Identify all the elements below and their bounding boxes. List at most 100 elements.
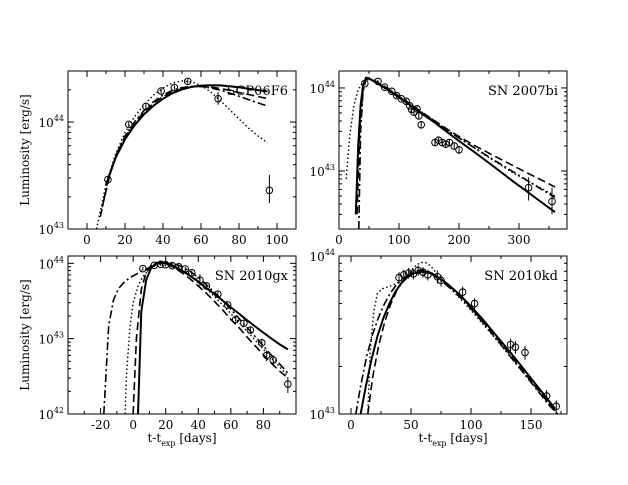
data-point — [413, 105, 421, 113]
y-tick-exponent: 44 — [54, 114, 64, 123]
x-tick-label: 60 — [193, 233, 208, 247]
x-tick-label: 20 — [158, 418, 173, 432]
plot-frame — [338, 255, 568, 415]
x-tick-label: 200 — [448, 233, 471, 247]
y-tick-label: 1042 — [39, 406, 64, 422]
data-point — [458, 288, 467, 297]
data-point — [548, 197, 556, 206]
data-point — [450, 142, 459, 150]
y-tick-label: 1043 — [39, 331, 64, 347]
series-line-dash-dot — [358, 77, 556, 229]
x-axis-label-main: t-t — [418, 431, 432, 445]
y-tick-exponent: 43 — [325, 406, 335, 415]
data-point — [214, 290, 222, 298]
data-point — [374, 77, 382, 86]
series-line-dash — [132, 261, 289, 414]
x-axis-label-unit: [days] — [176, 431, 217, 445]
data-point — [258, 339, 266, 347]
data-point — [157, 87, 165, 95]
data-point — [437, 276, 445, 285]
data-point — [284, 380, 292, 388]
data-point — [157, 260, 165, 269]
y-tick-label: 1044 — [39, 114, 64, 130]
y-tick-base: 10 — [310, 82, 325, 96]
data-point — [406, 101, 414, 110]
x-tick-label: 100 — [388, 233, 411, 247]
panel-title: SN 2010kd — [484, 269, 558, 284]
data-point — [183, 77, 192, 86]
data-point — [511, 343, 520, 351]
x-tick-label: 0 — [83, 233, 91, 247]
y-tick-label: 1044 — [310, 248, 335, 264]
x-tick-label: 100 — [460, 418, 483, 432]
y-tick-base: 10 — [310, 250, 325, 264]
series-layer — [345, 76, 556, 229]
data-point — [202, 282, 211, 290]
x-axis-label-unit: [days] — [447, 431, 488, 445]
data-point — [361, 79, 369, 88]
y-tick-exponent: 43 — [54, 221, 64, 230]
x-tick-label: 0 — [129, 418, 137, 432]
x-tick-label: -20 — [91, 418, 110, 432]
data-point — [214, 94, 222, 103]
y-tick-label: 1044 — [310, 80, 335, 96]
data-point — [265, 186, 274, 195]
data-point — [542, 392, 551, 400]
panel-title: SN 2010gx — [215, 269, 289, 284]
data-point — [170, 83, 179, 92]
y-tick-base: 10 — [39, 223, 54, 237]
series-line-dotted — [95, 80, 268, 229]
data-point — [400, 271, 408, 279]
x-axis-label: t-texp [days] — [147, 431, 216, 448]
y-tick-exponent: 42 — [54, 406, 64, 415]
x-tick-label: 40 — [191, 418, 206, 432]
series-line-dash — [367, 269, 559, 414]
y-tick-exponent: 44 — [54, 255, 64, 264]
data-point — [415, 112, 423, 120]
y-tick-label: 1043 — [39, 221, 64, 237]
panel-title: SN 2007bi — [488, 84, 558, 99]
data-point — [470, 299, 479, 308]
x-axis-label-main: t-t — [147, 431, 161, 445]
x-axis-label-sub: exp — [161, 439, 175, 448]
y-tick-base: 10 — [39, 333, 54, 347]
y-tick-label: 1043 — [310, 406, 335, 422]
y-tick-exponent: 43 — [54, 331, 64, 340]
series-layer — [355, 261, 561, 414]
data-point — [388, 87, 396, 96]
panel-title: SCP06F6 — [227, 84, 288, 99]
x-tick-label: 40 — [155, 233, 170, 247]
data-point — [424, 271, 432, 279]
y-tick-label: 1043 — [310, 163, 335, 179]
x-tick-label: 80 — [231, 233, 246, 247]
y-tick-base: 10 — [39, 257, 54, 271]
data-point — [404, 269, 413, 277]
x-tick-label: 60 — [223, 418, 238, 432]
data-point — [417, 120, 426, 129]
series-line-dash-dot — [103, 261, 289, 414]
y-axis-label: Luminosity [erg/s] — [18, 279, 32, 390]
series-layer — [95, 77, 274, 229]
y-tick-exponent: 44 — [325, 80, 335, 89]
data-point — [187, 268, 196, 277]
x-tick-label: 0 — [335, 233, 343, 247]
data-point — [455, 145, 463, 154]
x-axis-label-sub: exp — [432, 439, 446, 448]
data-point — [196, 276, 204, 284]
y-axis-label: Luminosity [erg/s] — [18, 94, 32, 205]
data-point — [262, 351, 271, 360]
series-line-dash — [101, 85, 268, 208]
data-point — [380, 83, 389, 92]
x-tick-label: 100 — [266, 233, 289, 247]
y-tick-base: 10 — [39, 408, 54, 422]
y-tick-exponent: 43 — [325, 163, 335, 172]
data-point — [181, 265, 190, 273]
x-tick-label: 50 — [403, 418, 418, 432]
plot-frame — [338, 70, 568, 230]
y-tick-base: 10 — [310, 165, 325, 179]
